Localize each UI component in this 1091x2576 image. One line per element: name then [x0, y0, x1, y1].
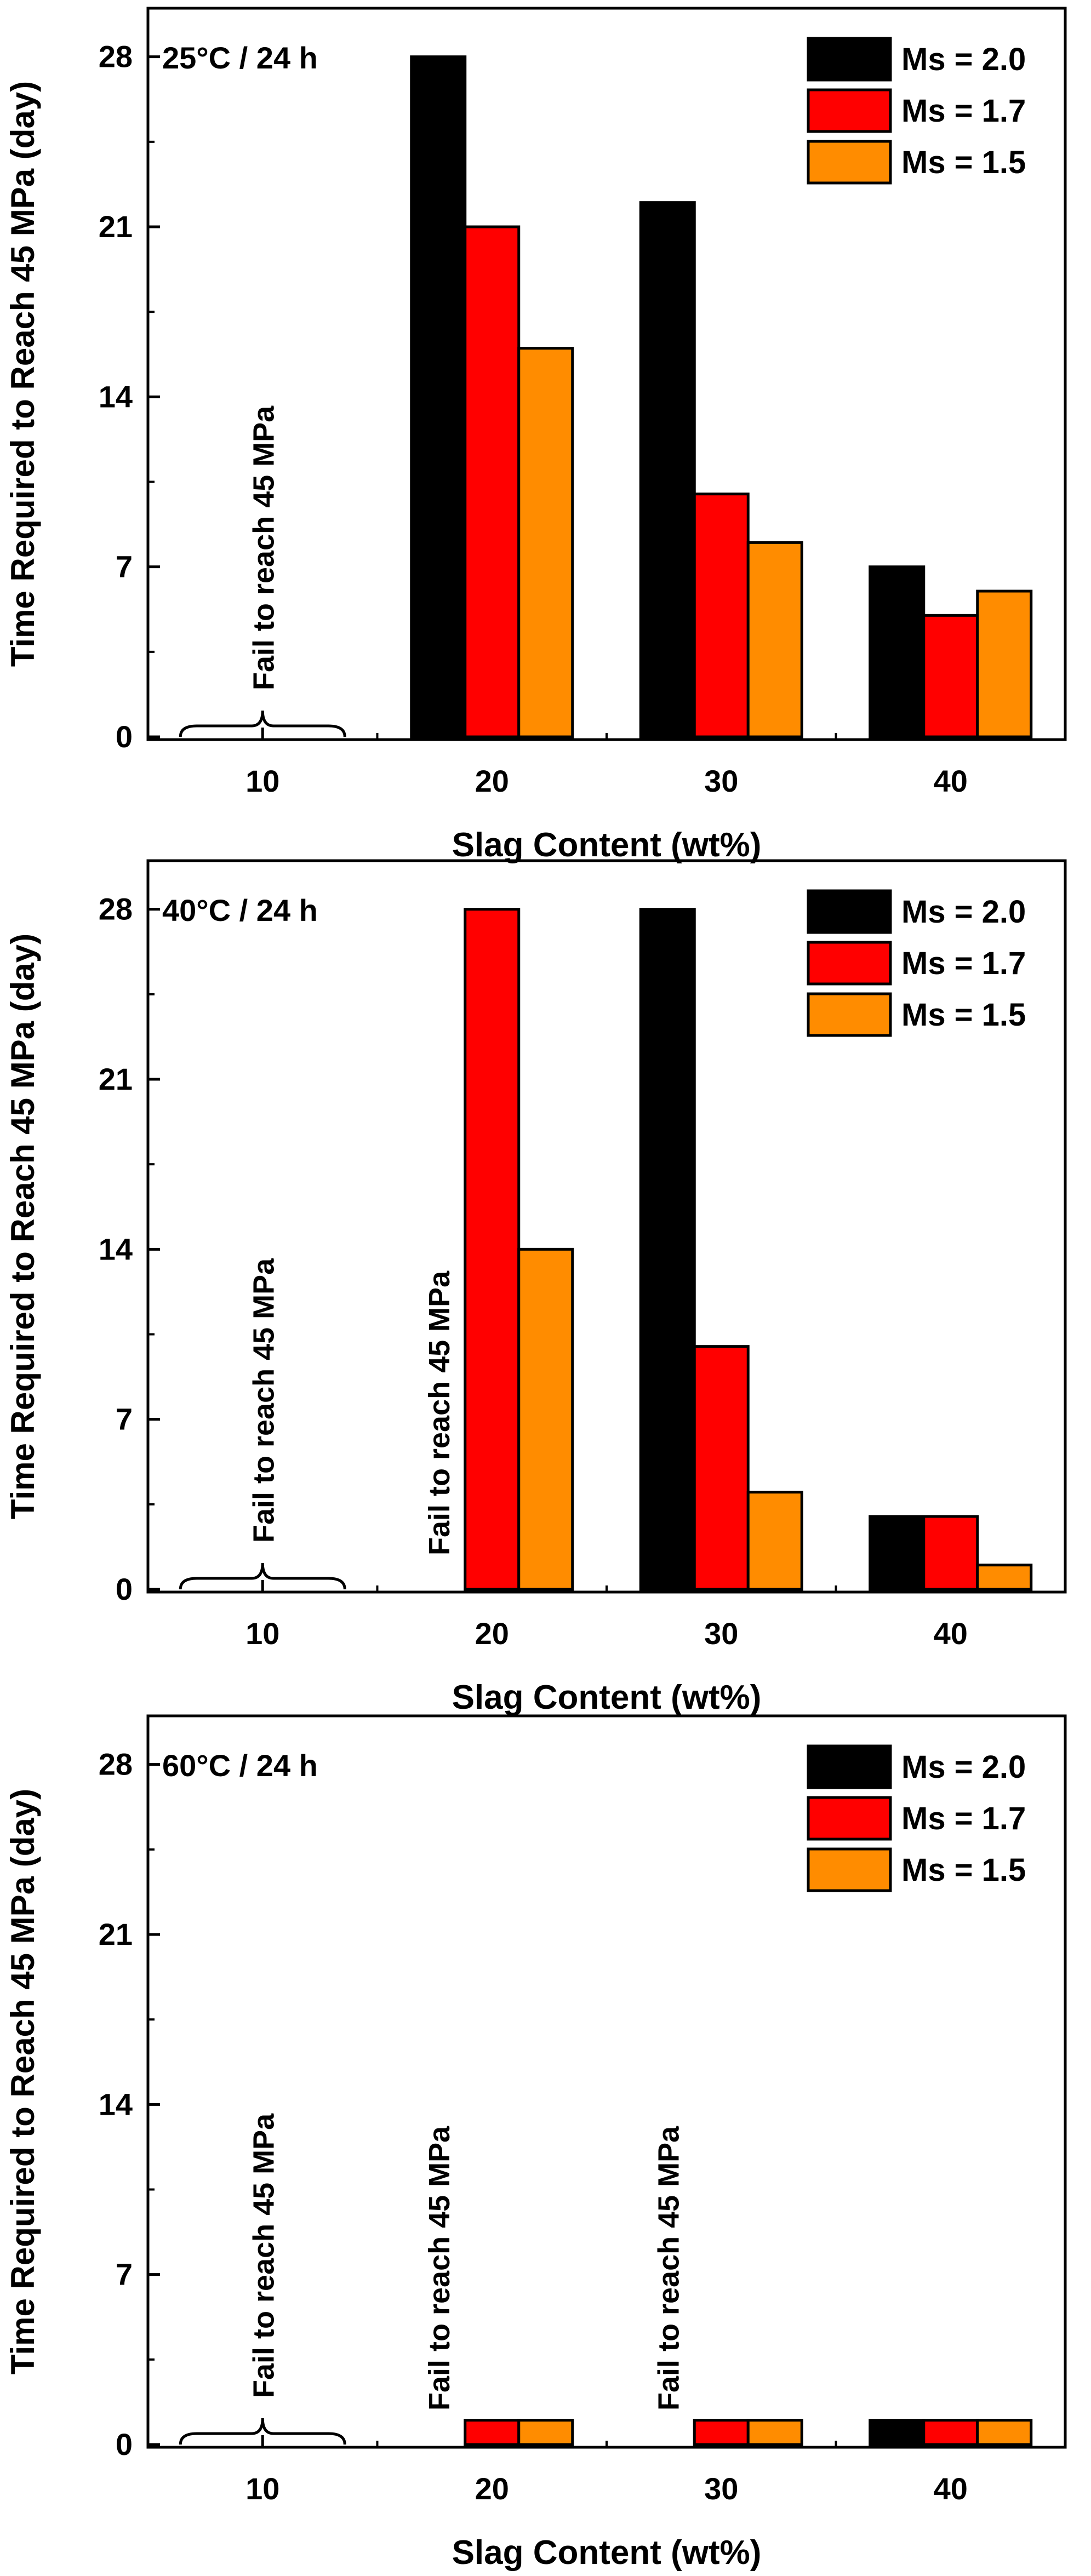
legend-label: Ms = 2.0: [901, 1749, 1026, 1785]
bar-17-cat-40: [922, 614, 979, 739]
annotation-brace: [179, 2418, 346, 2445]
y-tick-label: 0: [116, 1572, 133, 1606]
y-tick-label: 28: [99, 1747, 133, 1782]
legend-label: Ms = 2.0: [901, 42, 1026, 77]
x-tick-label: 40: [934, 2471, 968, 2506]
legend-swatch: [807, 1744, 892, 1789]
x-tick-label: 20: [475, 764, 509, 798]
x-axis-label: Slag Content (wt%): [452, 2534, 762, 2572]
y-tick-label: 7: [116, 1402, 133, 1436]
legend-label: Ms = 1.7: [901, 946, 1026, 981]
bar-17-cat-20: [464, 908, 521, 1591]
legend-swatch: [807, 1847, 892, 1892]
bar-15-cat-20: [517, 2419, 574, 2446]
annotation-fail-text: Fail to reach 45 MPa: [247, 405, 280, 690]
x-tick-label: 40: [934, 764, 968, 798]
y-tick-label: 14: [99, 379, 133, 414]
bar-15-cat-40: [976, 1564, 1033, 1591]
bar-15-cat-20: [517, 1247, 574, 1591]
bar-17-cat-20: [464, 2419, 521, 2446]
x-tick-label: 40: [934, 1616, 968, 1651]
legend-label: Ms = 2.0: [901, 894, 1026, 930]
annotation-fail-text: Fail to reach 45 MPa: [247, 2113, 280, 2398]
y-tick-label: 14: [99, 1232, 133, 1266]
bar-20-cat-40: [869, 1515, 926, 1591]
bar-20-cat-20: [410, 55, 467, 739]
legend-swatch: [807, 992, 892, 1037]
legend-label: Ms = 1.5: [901, 997, 1026, 1033]
y-tick-label: 28: [99, 892, 133, 926]
y-tick-label: 7: [116, 2257, 133, 2292]
annotation-fail-text: Fail to reach 45 MPa: [423, 2126, 456, 2411]
x-tick-label: 30: [704, 2471, 738, 2506]
bar-15-cat-20: [517, 347, 574, 739]
legend-label: Ms = 1.7: [901, 1801, 1026, 1836]
bar-17-cat-20: [464, 225, 521, 739]
panel-label: 60°C / 24 h: [162, 1748, 318, 1783]
annotation-brace: [179, 710, 346, 737]
y-tick-label: 0: [116, 719, 133, 754]
panel-label: 25°C / 24 h: [162, 41, 318, 75]
bar-17-cat-40: [922, 1515, 979, 1591]
bar-15-cat-30: [746, 2419, 803, 2446]
bar-17-cat-30: [693, 493, 750, 739]
legend-label: Ms = 1.5: [901, 145, 1026, 180]
legend-swatch: [807, 889, 892, 934]
x-tick-label: 20: [475, 1616, 509, 1651]
x-tick-label: 20: [475, 2471, 509, 2506]
y-tick-label: 21: [99, 1062, 133, 1096]
chart-panel-3: 0 7 14 21 28 Time Required to Reach 45 MPa (d…: [4, 1714, 1067, 2572]
x-tick-label: 30: [704, 1616, 738, 1651]
bar-15-cat-40: [976, 2419, 1033, 2446]
x-tick-label: 10: [245, 1616, 279, 1651]
x-tick-label: 30: [704, 764, 738, 798]
x-axis-label: Slag Content (wt%): [452, 826, 762, 864]
y-axis-label: Time Required to Reach 45 MPa (day): [4, 81, 41, 667]
bar-20-cat-40: [869, 565, 926, 739]
legend-label: Ms = 1.7: [901, 93, 1026, 129]
bar-17-cat-30: [693, 1345, 750, 1591]
bar-20-cat-40: [869, 2419, 926, 2446]
y-tick-label: 14: [99, 2087, 133, 2121]
bar-15-cat-40: [976, 589, 1033, 739]
y-axis-label: Time Required to Reach 45 MPa (day): [4, 1789, 41, 2374]
annotation-fail-text: Fail to reach 45 MPa: [247, 1258, 280, 1543]
y-axis-label: Time Required to Reach 45 MPa (day): [4, 934, 41, 1519]
panel-label: 40°C / 24 h: [162, 893, 318, 928]
legend-swatch: [807, 140, 892, 185]
y-tick-label: 7: [116, 549, 133, 584]
chart-panel-2: 0 7 14 21 28 Time Required to Reach 45 MPa (d…: [4, 859, 1067, 1716]
x-tick-label: 10: [245, 2471, 279, 2506]
chart-panel-1: 0 7 14 21 28 Time Required to Reach 45 MPa (d…: [4, 7, 1067, 864]
legend-label: Ms = 1.5: [901, 1852, 1026, 1888]
y-tick-label: 28: [99, 39, 133, 74]
bar-15-cat-30: [746, 541, 803, 739]
y-tick-label: 21: [99, 209, 133, 244]
annotation-fail-text: Fail to reach 45 MPa: [423, 1270, 456, 1555]
legend-swatch: [807, 941, 892, 986]
bar-20-cat-30: [639, 908, 696, 1591]
y-tick-label: 0: [116, 2427, 133, 2461]
y-tick-label: 21: [99, 1917, 133, 1951]
bar-17-cat-40: [922, 2419, 979, 2446]
legend-swatch: [807, 88, 892, 133]
x-tick-label: 10: [245, 764, 279, 798]
legend-swatch: [807, 1796, 892, 1841]
x-axis-label: Slag Content (wt%): [452, 1679, 762, 1716]
bar-15-cat-30: [746, 1491, 803, 1591]
bar-17-cat-30: [693, 2419, 750, 2446]
annotation-brace: [179, 1562, 346, 1590]
bar-20-cat-30: [639, 201, 696, 739]
legend-swatch: [807, 37, 892, 82]
annotation-fail-text: Fail to reach 45 MPa: [652, 2126, 685, 2411]
